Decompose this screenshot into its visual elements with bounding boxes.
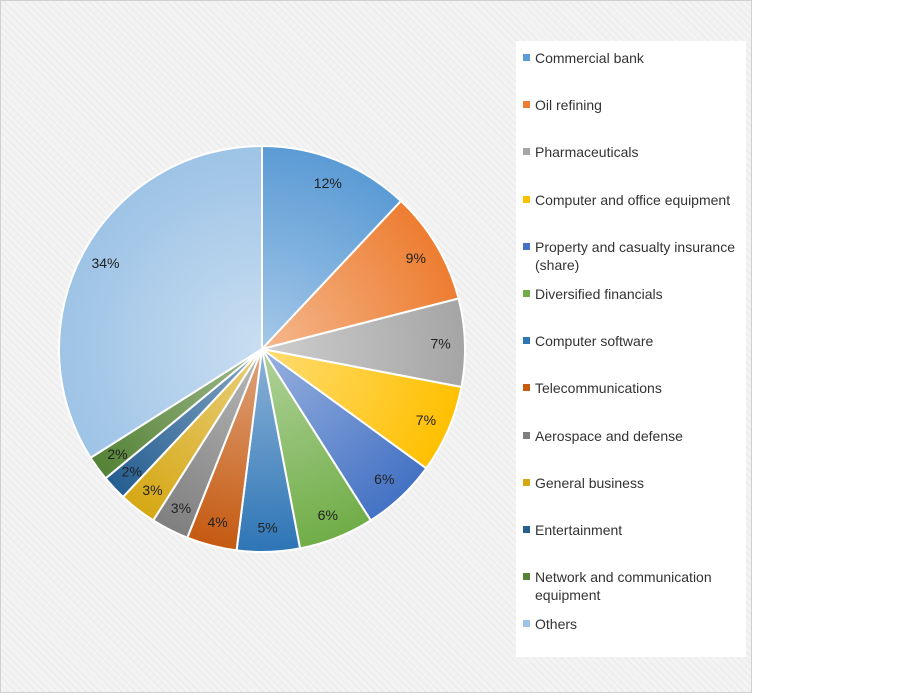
slice-data-label: 7%: [430, 335, 450, 351]
legend-swatch: [523, 101, 530, 109]
legend-item: Commercial bank: [516, 49, 746, 67]
legend-label: Computer and office equipment: [535, 191, 731, 208]
legend-swatch: [523, 337, 530, 345]
slice-data-label: 5%: [257, 520, 277, 536]
legend-item: Pharmaceuticals: [516, 143, 746, 161]
legend-label: Computer software: [535, 333, 654, 350]
slice-data-label: 6%: [374, 471, 394, 487]
slice-data-label: 3%: [142, 482, 162, 498]
slice-data-label: 7%: [416, 412, 436, 428]
legend-item: Others: [516, 615, 746, 633]
legend-swatch: [523, 573, 530, 581]
slice-data-label: 2%: [107, 446, 127, 462]
legend-item: Computer software: [516, 332, 746, 350]
slice-data-label: 4%: [207, 514, 227, 530]
legend-item: Aerospace and defense: [516, 427, 746, 445]
legend-item: Entertainment: [516, 521, 746, 539]
slice-data-label: 6%: [318, 507, 338, 523]
legend-label: General business: [535, 474, 644, 491]
legend-label: Property and casualty insurance (share): [535, 238, 735, 273]
legend-item: Network and communication equipment: [516, 568, 746, 604]
pie-slice: [58, 144, 263, 460]
slice-data-label: 34%: [91, 255, 119, 271]
legend-item: Oil refining: [516, 96, 746, 114]
legend-label: Entertainment: [535, 522, 623, 538]
legend-item: Diversified financials: [516, 285, 746, 303]
legend-swatch: [523, 431, 530, 439]
legend-swatch: [523, 242, 530, 250]
legend-swatch: [523, 290, 530, 297]
legend-swatch: [523, 148, 530, 156]
legend-label: Commercial bank: [535, 50, 644, 66]
legend: Commercial bank Oil refining Pharmaceutica…: [516, 41, 746, 657]
legend-swatch: [523, 478, 530, 486]
slice-data-label: 2%: [122, 463, 142, 479]
legend-label: Oil refining: [535, 97, 602, 114]
legend-swatch: [523, 620, 530, 628]
legend-swatch: [523, 54, 530, 61]
legend-item: Computer and office equipment: [516, 191, 746, 209]
legend-swatch: [523, 384, 530, 392]
legend-item: Property and casualty insurance (share): [516, 238, 746, 274]
legend-label: Network and communication equipment: [535, 569, 712, 604]
pie-slice: [258, 199, 460, 351]
legend-swatch: [523, 195, 530, 203]
legend-item: Telecommunications: [516, 379, 746, 397]
chart-area: 12% 9% 7% 7% 6% 6% 5% 4% 3% 3% 2% 2% 34% Commercial …: [0, 0, 752, 693]
legend-swatch: [523, 526, 530, 533]
legend-label: Aerospace and defense: [535, 427, 683, 444]
pie-chart: 12%9%7%7%6%6%5%4%3%3%2%2%34%: [58, 144, 466, 553]
legend-label: Pharmaceuticals: [535, 144, 639, 161]
legend-label: Telecommunications: [535, 380, 662, 397]
legend-item: General business: [516, 474, 746, 492]
pie-slice: [261, 144, 403, 352]
slice-data-label: 3%: [171, 500, 191, 516]
slice-data-label: 12%: [314, 175, 342, 191]
legend-label: Others: [535, 616, 578, 633]
legend-label: Diversified financials: [535, 286, 663, 302]
slice-data-label: 9%: [406, 250, 426, 266]
